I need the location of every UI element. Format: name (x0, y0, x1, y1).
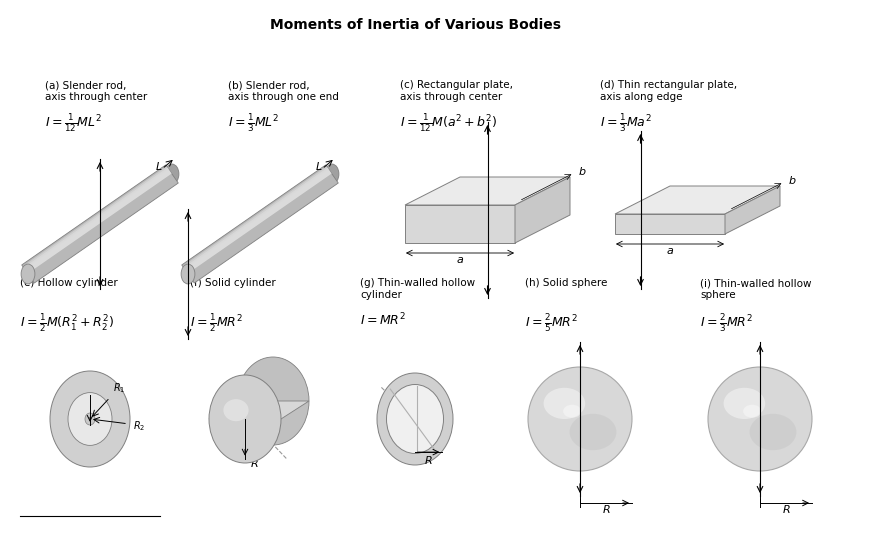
Ellipse shape (21, 264, 35, 284)
Text: (i) Thin-walled hollow
sphere: (i) Thin-walled hollow sphere (700, 278, 811, 300)
Text: (g) Thin-walled hollow
cylinder: (g) Thin-walled hollow cylinder (360, 278, 475, 300)
Ellipse shape (750, 414, 796, 450)
Text: $I = \frac{1}{2}MR^2$: $I = \frac{1}{2}MR^2$ (190, 312, 243, 334)
Ellipse shape (68, 392, 112, 445)
Ellipse shape (377, 373, 453, 465)
Polygon shape (183, 166, 328, 269)
Ellipse shape (387, 384, 443, 453)
Text: $R_2$: $R_2$ (133, 419, 146, 433)
Ellipse shape (181, 264, 195, 284)
Text: Moments of Inertia of Various Bodies: Moments of Inertia of Various Bodies (269, 18, 561, 32)
Polygon shape (184, 168, 332, 273)
Polygon shape (615, 214, 725, 234)
Text: $I = \frac{1}{3}ML^2$: $I = \frac{1}{3}ML^2$ (228, 112, 279, 134)
Text: (e) Hollow cylinder: (e) Hollow cylinder (20, 278, 117, 288)
Text: (f) Solid cylinder: (f) Solid cylinder (190, 278, 275, 288)
Ellipse shape (708, 367, 812, 471)
Polygon shape (405, 205, 515, 243)
Polygon shape (209, 401, 309, 419)
Text: $I = \frac{1}{12}M(a^2 + b^2)$: $I = \frac{1}{12}M(a^2 + b^2)$ (400, 112, 497, 134)
Text: (c) Rectangular plate,
axis through center: (c) Rectangular plate, axis through cent… (400, 80, 513, 101)
Text: $I = \frac{1}{3}Ma^2$: $I = \frac{1}{3}Ma^2$ (600, 112, 652, 134)
Ellipse shape (209, 375, 281, 463)
Ellipse shape (85, 413, 95, 425)
Text: $L$: $L$ (315, 160, 323, 172)
Polygon shape (405, 177, 570, 205)
Text: $b$: $b$ (788, 174, 796, 186)
Ellipse shape (743, 405, 761, 418)
Text: $b$: $b$ (578, 165, 586, 177)
Ellipse shape (544, 388, 585, 419)
Text: $R$: $R$ (250, 457, 259, 469)
Polygon shape (24, 168, 171, 273)
Text: $I = \frac{2}{3}MR^2$: $I = \frac{2}{3}MR^2$ (700, 312, 753, 334)
Text: $I = \frac{1}{2}M(R_1^2 + R_2^2)$: $I = \frac{1}{2}M(R_1^2 + R_2^2)$ (20, 312, 114, 334)
Polygon shape (515, 177, 570, 243)
Ellipse shape (50, 371, 130, 467)
Ellipse shape (165, 164, 179, 184)
Text: (a) Slender rod,
axis through center: (a) Slender rod, axis through center (45, 80, 147, 101)
Ellipse shape (237, 357, 309, 445)
Text: $L$: $L$ (155, 160, 162, 172)
Text: $I = MR^2$: $I = MR^2$ (360, 312, 406, 328)
Polygon shape (725, 186, 780, 234)
Text: (b) Slender rod,
axis through one end: (b) Slender rod, axis through one end (228, 80, 339, 101)
Text: (h) Solid sphere: (h) Solid sphere (525, 278, 608, 288)
Text: $I = \frac{2}{5}MR^2$: $I = \frac{2}{5}MR^2$ (525, 312, 578, 334)
Text: $R$: $R$ (781, 503, 790, 515)
Text: $I = \frac{1}{12}ML^2$: $I = \frac{1}{12}ML^2$ (45, 112, 102, 134)
Ellipse shape (223, 399, 249, 421)
Ellipse shape (570, 414, 616, 450)
Polygon shape (182, 165, 338, 283)
Ellipse shape (325, 164, 339, 184)
Polygon shape (23, 166, 169, 269)
Text: $R$: $R$ (424, 454, 433, 466)
Polygon shape (615, 186, 780, 214)
Text: $R_1$: $R_1$ (113, 381, 125, 395)
Text: $a$: $a$ (456, 255, 464, 265)
Ellipse shape (528, 367, 632, 471)
Ellipse shape (563, 405, 581, 418)
Ellipse shape (723, 388, 766, 419)
Polygon shape (22, 165, 178, 283)
Text: $a$: $a$ (666, 246, 674, 256)
Text: (d) Thin rectangular plate,
axis along edge: (d) Thin rectangular plate, axis along e… (600, 80, 737, 101)
Text: $R$: $R$ (601, 503, 610, 515)
